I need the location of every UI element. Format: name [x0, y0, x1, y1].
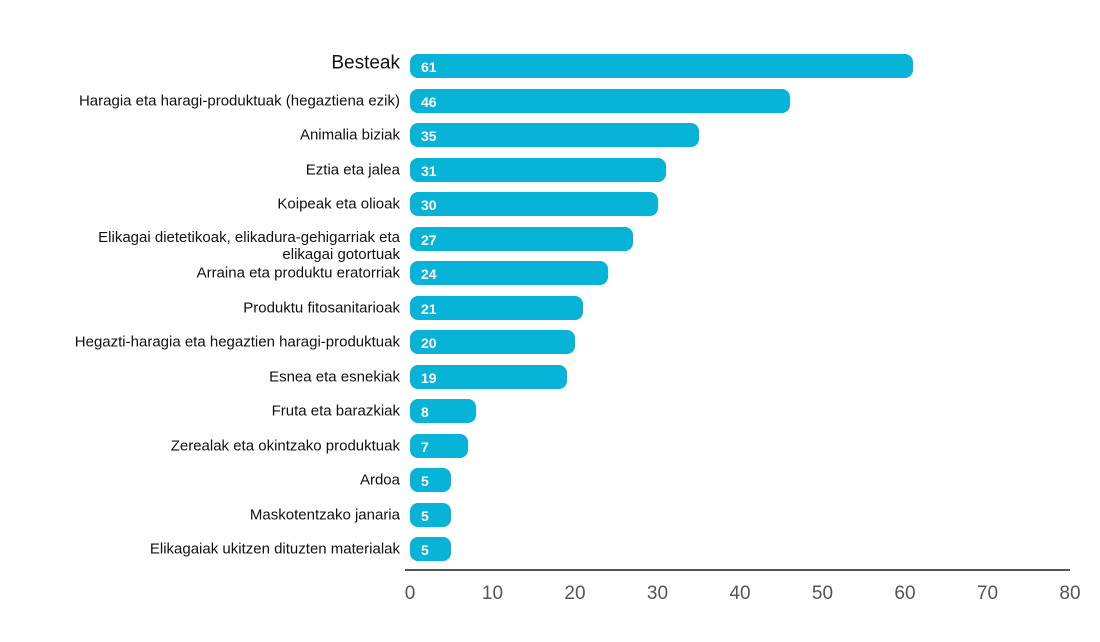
bar: [410, 433, 468, 458]
value-label: 19: [421, 369, 437, 386]
value-label: 61: [421, 59, 437, 75]
value-label: 5: [421, 507, 429, 524]
bar: [410, 88, 790, 113]
category-label: Ardoa: [359, 471, 400, 489]
bar: [410, 157, 666, 182]
value-label: 31: [421, 162, 437, 179]
value-label: 35: [421, 128, 437, 144]
bar: [410, 502, 452, 527]
bar: [410, 330, 575, 354]
category-label: Eztia eta jalea: [305, 161, 400, 178]
category-label: Haragia eta haragi-produktuak (hegaztien…: [78, 92, 400, 109]
category-label: Elikagai dietetikoak, elikadura-gehigarr…: [98, 228, 400, 263]
x-tick-label: 50: [811, 583, 834, 604]
bar: [410, 468, 452, 492]
bar: [410, 295, 584, 320]
bar: [410, 123, 699, 147]
value-label: 8: [421, 404, 429, 420]
x-tick-label: 30: [646, 583, 669, 604]
value-label: 46: [421, 93, 437, 110]
bar: [410, 537, 452, 561]
category-label: Koipeak eta olioak: [277, 195, 400, 213]
category-label: Esnea eta esnekiak: [269, 368, 400, 385]
value-label: 21: [421, 300, 437, 317]
value-label: 20: [421, 335, 437, 351]
category-label: Animalia biziak: [299, 126, 400, 144]
x-tick-label: 80: [1059, 583, 1081, 604]
value-label: 5: [421, 473, 429, 489]
value-label: 24: [421, 266, 437, 282]
bar: [410, 192, 658, 216]
value-label: 5: [421, 542, 429, 558]
bar: [410, 226, 633, 251]
category-label: Arraina eta produktu eratorriak: [196, 264, 400, 282]
value-label: 27: [421, 231, 437, 248]
x-axis-line: [405, 569, 1070, 571]
category-label: Fruta eta barazkiak: [271, 402, 400, 420]
category-label: Maskotentzako janaria: [249, 506, 400, 523]
category-label: Produktu fitosanitarioak: [243, 299, 400, 316]
x-tick-label: 70: [976, 583, 999, 604]
x-tick-label: 20: [564, 583, 586, 604]
bar: [410, 54, 914, 78]
category-label: Elikagaiak ukitzen dituzten materialak: [149, 540, 400, 558]
x-tick-label: 0: [404, 583, 416, 604]
x-tick-label: 60: [894, 583, 916, 604]
x-tick-label: 40: [729, 583, 751, 604]
value-label: 7: [421, 438, 429, 455]
bar: [410, 261, 608, 285]
category-label: Hegazti-haragia eta hegaztien haragi-pro…: [74, 333, 400, 351]
x-tick-label: 10: [481, 583, 504, 604]
bar: [410, 399, 476, 423]
value-label: 30: [421, 197, 437, 213]
category-label: Besteak: [331, 52, 400, 74]
category-label: Zerealak eta okintzako produktuak: [170, 437, 400, 454]
bar: [410, 364, 567, 389]
